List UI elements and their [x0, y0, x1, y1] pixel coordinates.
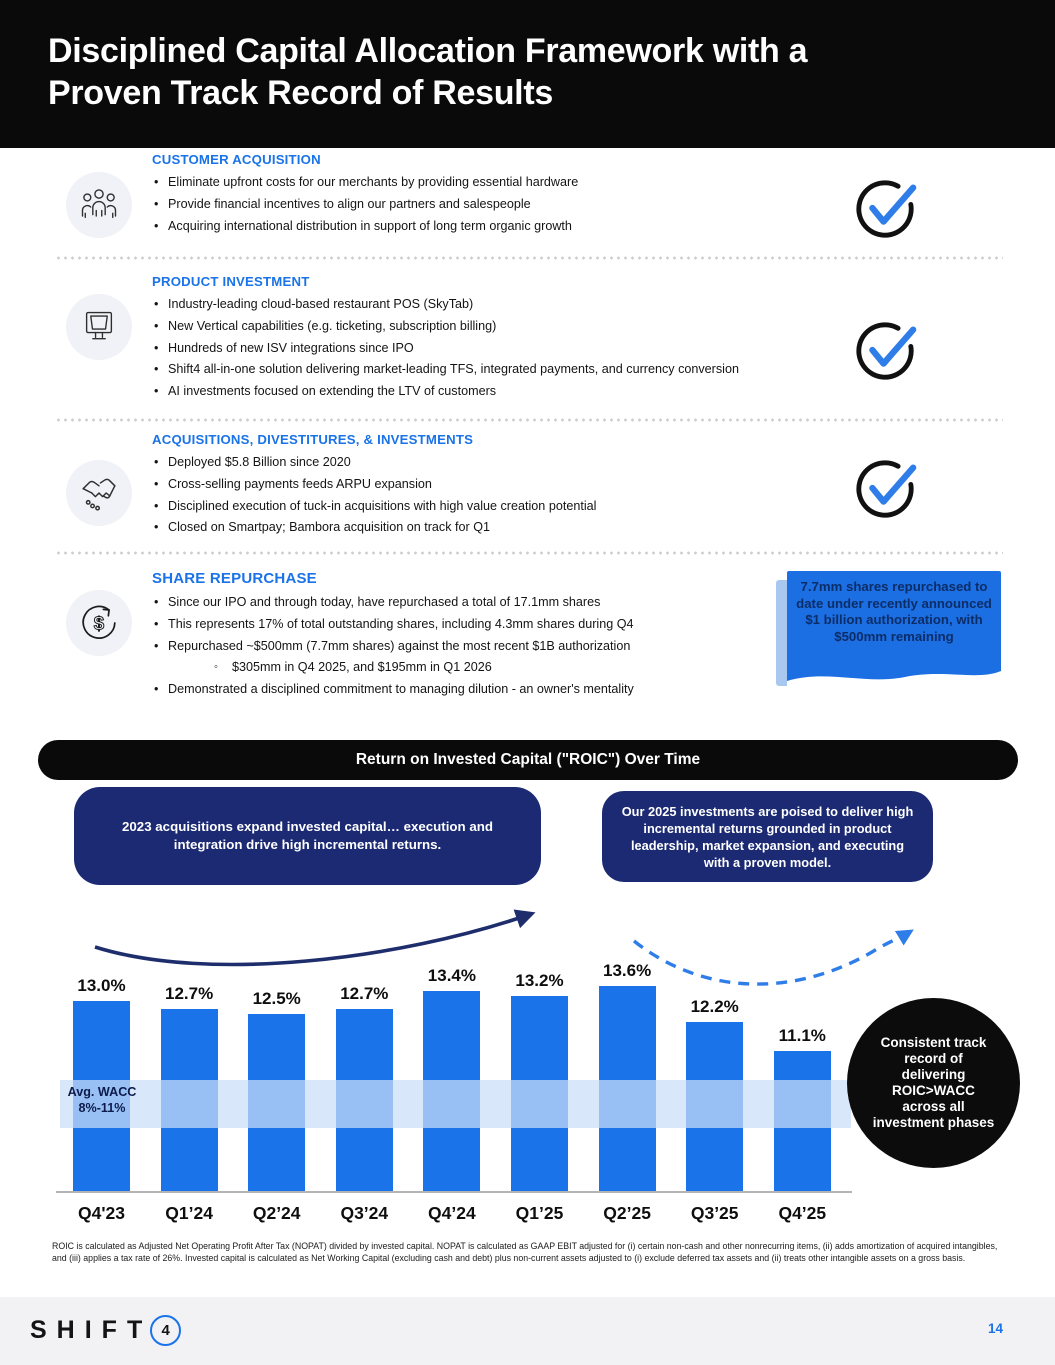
bullet-list: Deployed $5.8 Billion since 2020 Cross-se…	[152, 455, 1005, 535]
logo-number-circle: 4	[150, 1315, 182, 1346]
people-icon	[66, 172, 132, 238]
bar-value-label: 12.2%	[690, 997, 739, 1016]
bullet-item: Industry-leading cloud-based restaurant …	[152, 297, 1005, 312]
title-banner: Disciplined Capital Allocation Framework…	[0, 0, 1055, 148]
bullet-item: Deployed $5.8 Billion since 2020	[152, 455, 1005, 470]
wacc-band-label: Avg. WACC 8%-11%	[62, 1085, 142, 1116]
page-title-line2: Proven Track Record of Results	[48, 74, 553, 112]
x-axis	[56, 1191, 852, 1193]
wacc-band	[60, 1080, 851, 1128]
page-number: 14	[987, 1321, 1003, 1336]
logo-word: SHIFT	[30, 1316, 153, 1344]
bullet-item: Provide financial incentives to align ou…	[152, 197, 1005, 212]
callout-left-text: 2023 acquisitions expand invested capita…	[122, 819, 493, 852]
wacc-label-line2: 8%-11%	[78, 1100, 126, 1115]
dotted-separator	[55, 551, 1003, 555]
roic-wacc-circle-callout: Consistent track record of delivering RO…	[847, 998, 1020, 1168]
x-axis-label: Q1’24	[165, 1203, 213, 1223]
handshake-icon	[66, 460, 132, 526]
shift4-logo: SHIFT 4	[30, 1315, 182, 1346]
bullet-item: AI investments focused on extending the …	[152, 384, 1005, 399]
section-share-repurchase: $ SHARE REPURCHASE Since our IPO and thr…	[60, 570, 1005, 705]
callout-right-text: Our 2025 investments are poised to deliv…	[621, 803, 914, 870]
dotted-separator	[55, 418, 1003, 422]
bullet-item: Shift4 all-in-one solution delivering ma…	[152, 363, 1005, 377]
checkmark-icon	[852, 318, 918, 384]
checkmark-icon	[852, 456, 918, 522]
roic-title-banner: Return on Invested Capital ("ROIC") Over…	[38, 740, 1018, 780]
section-heading: PRODUCT INVESTMENT	[152, 274, 310, 289]
bullet-list: Since our IPO and through today, have re…	[152, 595, 1005, 697]
bullet-item: Repurchased ~$500mm (7.7mm shares) again…	[152, 639, 1005, 654]
page-title: Disciplined Capital Allocation Framework…	[48, 30, 948, 114]
bullet-item: Eliminate upfront costs for our merchant…	[152, 175, 1005, 190]
bullet-item: New Vertical capabilities (e.g. ticketin…	[152, 319, 1005, 334]
bullet-item: Hundreds of new ISV integrations since I…	[152, 341, 1005, 356]
bar-value-label: 12.5%	[252, 989, 301, 1009]
bullet-item: Cross-selling payments feeds ARPU expans…	[152, 477, 1005, 492]
monitor-icon	[66, 294, 132, 360]
x-axis-label: Q4’24	[428, 1203, 476, 1223]
bar-value-label: 13.6%	[602, 960, 652, 980]
dotted-separator	[55, 256, 1003, 260]
bar-value-label: 11.1%	[778, 1025, 826, 1045]
roic-title: Return on Invested Capital ("ROIC") Over…	[355, 751, 701, 768]
section-customer-acquisition: CUSTOMER ACQUISITION Eliminate upfront c…	[60, 152, 1005, 241]
bar-value-label: 13.2%	[515, 971, 564, 990]
callout-2023-acquisitions: 2023 acquisitions expand invested capita…	[74, 787, 541, 885]
bar-value-label: 13.4%	[427, 965, 476, 985]
section-acquisitions: ACQUISITIONS, DIVESTITURES, & INVESTMENT…	[60, 432, 1005, 543]
x-axis-label: Q4'23	[78, 1203, 125, 1223]
svg-text:$: $	[94, 612, 105, 633]
footer: SHIFT 4 14	[0, 1297, 1055, 1365]
x-axis-label: Q2’25	[603, 1203, 651, 1223]
checkmark-icon	[852, 176, 918, 242]
bar-value-label: 12.7%	[340, 984, 389, 1003]
footnote: ROIC is calculated as Adjusted Net Opera…	[52, 1241, 998, 1264]
x-axis-label: Q3’24	[340, 1203, 389, 1223]
x-axis-label: Q4’25	[778, 1203, 827, 1223]
sub-bullet-item: $305mm in Q4 2025, and $195mm in Q1 2026	[152, 661, 1005, 675]
callout-wave-edge	[787, 671, 1001, 689]
section-heading: SHARE REPURCHASE	[152, 570, 317, 587]
repurchase-callout-text: 7.7mm shares repurchased to date under r…	[796, 579, 992, 644]
bar-value-label: 12.7%	[164, 984, 214, 1003]
page-title-line1: Disciplined Capital Allocation Framework…	[48, 32, 808, 70]
bullet-item: Since our IPO and through today, have re…	[152, 595, 1005, 610]
bullet-item: Closed on Smartpay; Bambora acquisition …	[152, 521, 1005, 535]
bullet-item: This represents 17% of total outstanding…	[152, 617, 1005, 632]
bullet-list: Eliminate upfront costs for our merchant…	[152, 175, 1005, 234]
roic-bar-chart: Avg. WACC 8%-11% 13.0% Q4'23 12.7% Q1’24 12.…	[0, 900, 1055, 1245]
bullet-item: Disciplined execution of tuck-in acquisi…	[152, 499, 1005, 514]
x-axis-label: Q2’24	[252, 1203, 301, 1223]
section-product-investment: PRODUCT INVESTMENT Industry-leading clou…	[60, 274, 1005, 407]
wacc-label-line1: Avg. WACC	[67, 1085, 137, 1099]
bar-value-label: 13.0%	[77, 976, 126, 996]
x-axis-label: Q3’25	[690, 1203, 739, 1223]
bullet-item: Demonstrated a disciplined commitment to…	[152, 682, 1005, 697]
repurchase-callout: 7.7mm shares repurchased to date under r…	[787, 571, 1001, 689]
section-heading: ACQUISITIONS, DIVESTITURES, & INVESTMENT…	[152, 432, 474, 447]
circle-callout-text: Consistent track record of delivering RO…	[872, 1035, 995, 1130]
x-axis-label: Q1’25	[515, 1203, 564, 1223]
bullet-item: Acquiring international distribution in …	[152, 219, 1005, 234]
bullet-list: Industry-leading cloud-based restaurant …	[152, 297, 1005, 399]
section-heading: CUSTOMER ACQUISITION	[152, 152, 321, 167]
callout-2025-investments: Our 2025 investments are poised to deliv…	[602, 791, 933, 882]
repurchase-icon: $	[66, 590, 132, 656]
